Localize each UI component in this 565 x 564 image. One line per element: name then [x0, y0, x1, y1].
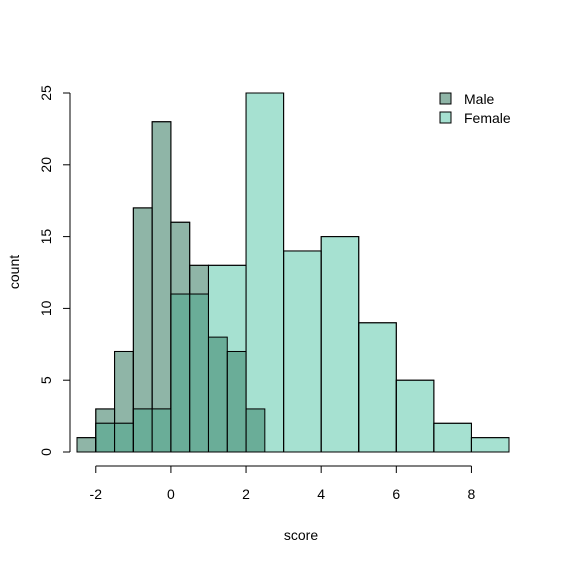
overlap-bars — [76, 92, 510, 453]
legend-label-male: Male — [464, 91, 495, 107]
x-tick-label-4: 6 — [392, 486, 400, 502]
overlap-segment-4 — [152, 408, 171, 452]
overlap-segment-9 — [246, 408, 265, 452]
x-tick-label-5: 8 — [468, 486, 476, 502]
y-tick-label-3: 15 — [38, 229, 54, 245]
y-axis-title: count — [6, 255, 22, 289]
y-tick-label-1: 5 — [38, 376, 54, 384]
overlap-segment-8 — [227, 351, 247, 452]
y-tick-label-0: 0 — [38, 448, 54, 456]
x-tick-label-1: 0 — [167, 486, 175, 502]
legend: Male Female — [439, 91, 511, 126]
female-bar-5 — [283, 250, 322, 453]
overlap-segment-7 — [208, 337, 228, 452]
female-bar-9 — [433, 422, 472, 453]
female-bar-6 — [320, 236, 360, 453]
overlap-segment-6 — [189, 294, 209, 452]
female-bar-8 — [395, 379, 435, 453]
male-bar-0 — [76, 437, 97, 453]
y-axis: 0 5 10 15 20 25 — [38, 85, 71, 456]
legend-label-female: Female — [464, 110, 511, 126]
x-tick-label-2: 2 — [242, 486, 250, 502]
overlap-segment-2 — [114, 423, 134, 452]
legend-swatch-female — [439, 111, 452, 124]
female-bar-7 — [358, 322, 397, 453]
female-bar-10 — [470, 437, 510, 453]
overlap-segment-5 — [170, 294, 190, 452]
female-bar-outline-8 — [395, 379, 435, 453]
x-tick-label-0: -2 — [90, 486, 103, 502]
y-tick-label-2: 10 — [38, 300, 54, 316]
x-axis-title: score — [284, 527, 318, 543]
y-tick-label-5: 25 — [38, 85, 54, 101]
x-tick-label-3: 4 — [317, 486, 325, 502]
overlap-segment-3 — [133, 408, 153, 452]
x-axis: -2 0 2 4 6 8 — [90, 465, 476, 502]
female-bar-outline-10 — [470, 437, 510, 453]
male-bar-4 — [151, 121, 172, 453]
legend-swatch-male — [439, 92, 452, 105]
female-bar-4 — [245, 92, 285, 453]
y-tick-label-4: 20 — [38, 157, 54, 173]
overlap-segment-1 — [95, 423, 115, 452]
